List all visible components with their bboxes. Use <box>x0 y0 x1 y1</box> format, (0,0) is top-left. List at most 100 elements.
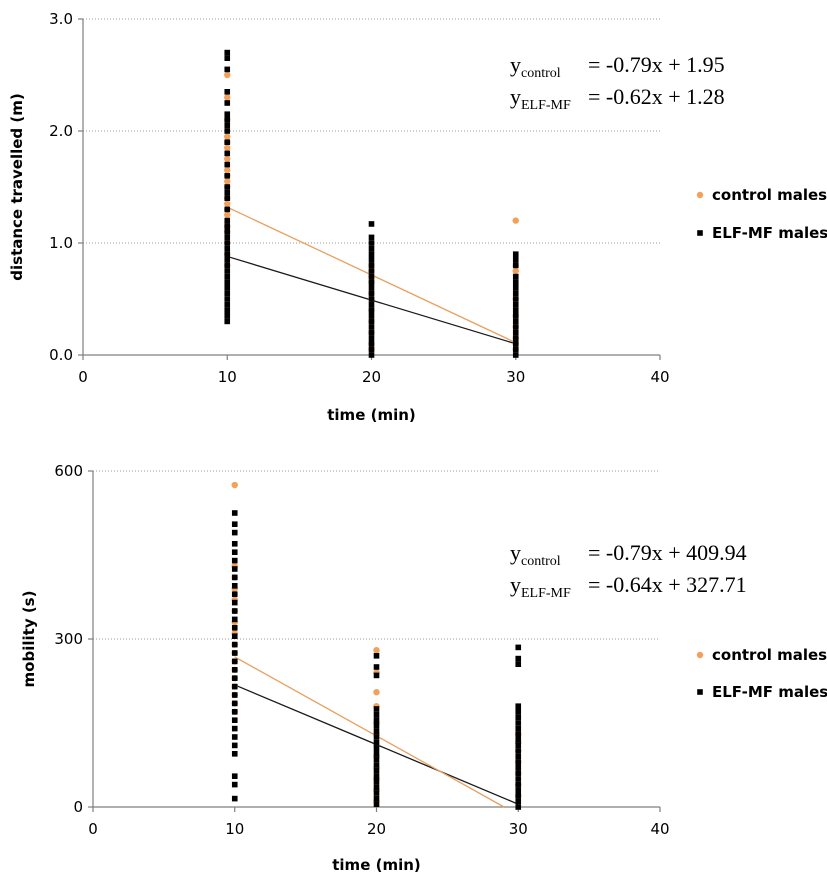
data-point-elf-mf <box>368 318 375 325</box>
data-point-elf-mf <box>373 734 380 740</box>
data-point-elf-mf <box>231 683 238 690</box>
data-point-elf-mf <box>224 257 231 263</box>
data-point-elf-mf <box>231 692 238 698</box>
legend-marker-control <box>696 191 704 199</box>
data-point-elf-mf <box>368 352 375 358</box>
data-point-elf-mf <box>224 55 231 61</box>
data-point-elf-mf <box>373 723 380 729</box>
x-tick-label: 40 <box>650 368 669 386</box>
data-point-elf-mf <box>231 795 238 802</box>
equation-formula: = -0.62x + 1.28 <box>588 84 725 109</box>
data-point-control <box>373 647 380 654</box>
data-point-elf-mf <box>373 672 380 679</box>
data-point-elf-mf <box>231 725 238 732</box>
data-point-elf-mf <box>368 234 375 241</box>
equation-symbol: y <box>510 572 521 597</box>
data-point-elf-mf <box>373 739 380 746</box>
data-point-elf-mf <box>368 268 375 274</box>
data-point-elf-mf <box>224 173 231 179</box>
data-point-elf-mf <box>224 66 231 73</box>
data-point-elf-mf <box>515 737 522 743</box>
x-axis-title: time (min) <box>332 856 421 874</box>
data-point-elf-mf <box>512 324 519 330</box>
data-point-elf-mf <box>512 279 519 285</box>
x-tick-label: 10 <box>218 368 237 386</box>
data-point-elf-mf <box>224 279 231 285</box>
data-point-elf-mf <box>224 234 231 241</box>
data-point-elf-mf <box>368 245 375 252</box>
data-point-elf-mf <box>373 773 380 779</box>
data-point-elf-mf <box>224 184 231 190</box>
data-point-elf-mf <box>368 296 375 302</box>
data-point-elf-mf <box>224 245 231 252</box>
data-point-elf-mf <box>224 301 231 308</box>
y-tick-label: 0.0 <box>49 346 73 364</box>
legend-label: ELF-MF males <box>712 224 827 242</box>
data-point-elf-mf <box>515 742 522 749</box>
legend-label: control males <box>712 186 827 204</box>
data-point-elf-mf <box>512 290 519 297</box>
data-point-elf-mf <box>224 150 231 157</box>
data-point-elf-mf <box>231 700 238 707</box>
data-point-elf-mf <box>231 574 238 581</box>
data-point-elf-mf <box>373 795 380 802</box>
data-point-control <box>224 200 231 207</box>
data-point-elf-mf <box>373 717 380 723</box>
data-point-elf-mf <box>512 341 519 347</box>
data-point-elf-mf <box>515 655 522 662</box>
y-tick-label: 600 <box>54 462 83 480</box>
data-point-elf-mf <box>231 675 238 681</box>
data-point-elf-mf <box>224 290 231 297</box>
data-point-control <box>224 94 231 101</box>
data-point-elf-mf <box>515 661 522 667</box>
data-point-elf-mf <box>368 335 375 341</box>
data-point-elf-mf <box>231 717 238 723</box>
regression-equation: yELF-MF = -0.64x + 327.71 <box>510 572 747 601</box>
data-point-elf-mf <box>368 346 375 353</box>
trendline-control <box>234 656 505 808</box>
data-point-elf-mf <box>231 641 238 648</box>
data-point-elf-mf <box>231 751 238 757</box>
data-point-elf-mf <box>515 804 522 810</box>
data-point-elf-mf <box>512 318 519 325</box>
data-point-elf-mf <box>368 329 375 336</box>
x-tick-label: 0 <box>88 820 98 838</box>
data-point-elf-mf <box>231 583 238 589</box>
x-axis-title: time (min) <box>327 406 416 424</box>
legend-marker-elf-mf <box>697 230 703 236</box>
data-point-elf-mf <box>231 557 238 564</box>
data-point-elf-mf <box>512 251 519 257</box>
data-point-elf-mf <box>231 625 238 631</box>
data-point-elf-mf <box>231 633 238 639</box>
data-point-elf-mf <box>512 346 519 353</box>
data-point-elf-mf <box>515 798 522 805</box>
data-point-control <box>224 211 231 219</box>
data-point-elf-mf <box>224 268 231 274</box>
data-point-control <box>373 689 380 696</box>
data-point-elf-mf <box>515 720 522 726</box>
equation-formula: = -0.64x + 327.71 <box>588 572 747 597</box>
legend-marker-control <box>696 651 704 659</box>
data-point-elf-mf <box>512 296 519 302</box>
data-point-control <box>224 155 231 163</box>
regression-equation: ycontrol = -0.79x + 1.95 <box>510 52 725 81</box>
x-tick-label: 20 <box>367 820 386 838</box>
data-point-elf-mf <box>231 734 238 740</box>
data-point-elf-mf <box>224 285 231 291</box>
data-point-control <box>224 144 231 151</box>
data-point-elf-mf <box>231 742 238 749</box>
x-tick-label: 10 <box>225 820 244 838</box>
data-point-elf-mf <box>231 658 238 665</box>
data-point-elf-mf <box>224 318 231 325</box>
y-tick-label: 3.0 <box>49 10 73 28</box>
data-point-elf-mf <box>515 776 522 782</box>
data-point-elf-mf <box>512 352 519 358</box>
data-point-elf-mf <box>512 301 519 308</box>
data-point-elf-mf <box>368 240 375 246</box>
data-point-elf-mf <box>368 285 375 291</box>
data-point-elf-mf <box>231 608 238 614</box>
data-point-elf-mf <box>231 616 238 623</box>
data-point-elf-mf <box>515 731 522 737</box>
data-point-elf-mf <box>368 324 375 330</box>
data-point-elf-mf <box>512 307 519 313</box>
